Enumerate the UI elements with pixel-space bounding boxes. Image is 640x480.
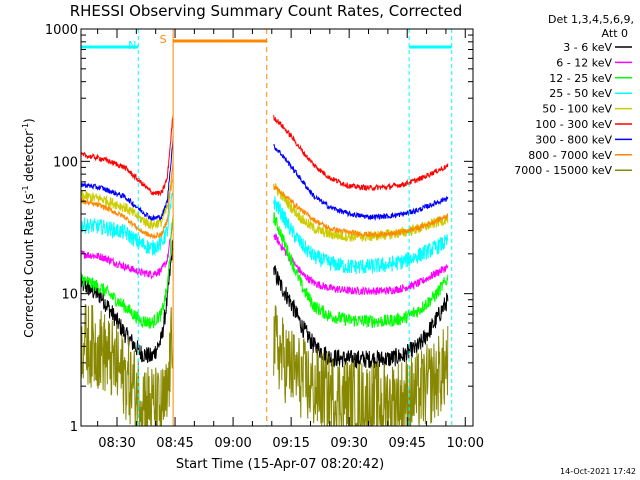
x-tick-label: 09:30 [330,436,367,451]
series-line-25-50-kev-after [273,196,449,275]
series-line-12-25-kev-before [80,216,174,329]
x-tick-label: 08:30 [98,436,135,451]
legend-entry-3-6-kev: 3 - 6 keV [563,41,632,54]
y-tick-label: 1000 [45,23,78,38]
chart-title: RHESSI Observing Summary Count Rates, Co… [70,2,463,20]
y-axis-label-exp2: -1 [21,123,30,131]
x-tick-label: 09:00 [214,436,251,451]
series-line-300-800-kev-after [273,144,449,222]
series-100-300-kev [80,115,449,197]
y-axis-label-end: ) [22,118,36,123]
series-3-6-kev [80,238,449,369]
y-tick-label: 1 [70,420,78,435]
series-line-6-12-kev-after [273,232,449,296]
series-line-50-100-kev-before [80,177,174,231]
series-25-50-kev [80,192,449,275]
series-6-12-kev [80,220,449,296]
series-line-100-300-kev-before [80,115,174,197]
annotation-s: S [160,29,268,426]
annotation-n: N [81,29,139,426]
legend-label: 12 - 25 keV [549,72,612,85]
x-axis-label: Start Time (15-Apr-07 08:20:42) [176,457,384,472]
series-line-3-6-kev-before [80,238,174,364]
series-line-800-7000-kev-before [80,161,174,241]
series-layer [80,115,449,427]
legend-header-1: Det 1,3,4,5,6,9, [548,13,634,26]
legend-entry-300-800-kev: 300 - 800 keV [535,133,632,146]
legend-entry-7000-15000-kev: 7000 - 15000 keV [514,164,632,177]
legend-label: 300 - 800 keV [535,133,612,146]
legend-entry-800-7000-kev: 800 - 7000 keV [528,149,632,162]
legend-label: 800 - 7000 keV [528,149,612,162]
legend-entry-50-100-kev: 50 - 100 keV [542,103,632,116]
y-tick-label: 100 [53,155,78,170]
plot-frame [80,28,474,427]
series-line-25-50-kev-before [80,192,174,257]
annotation-label-s: S [160,33,167,46]
x-axis: 08:30 08:45 09:00 09:15 09:30 09:45 10:00 [97,29,484,451]
series-line-3-6-kev-after [273,265,449,369]
y-axis-label-main: Corrected Count Rate (s [22,193,36,337]
series-12-25-kev [80,212,449,329]
series-800-7000-kev [80,161,449,241]
legend-entry-25-50-kev: 25 - 50 keV [549,87,632,100]
series-300-800-kev [80,136,449,222]
x-tick-label: 09:45 [388,436,425,451]
date-stamp: 14-Oct-2021 17:42 [560,467,636,476]
annotation-label-n: N [128,39,136,52]
y-axis-label-mid: detector [22,131,36,186]
legend-entry-12-25-kev: 12 - 25 keV [549,72,632,85]
y-axis: 1 10 100 1000 [45,23,473,435]
x-tick-label: 10:00 [447,436,484,451]
legend-entry-100-300-kev: 100 - 300 keV [535,118,632,131]
y-axis-label: Corrected Count Rate (s-1 detector-1) [21,118,36,337]
y-axis-label-exp1: -1 [21,185,30,193]
legend-label: 25 - 50 keV [549,87,612,100]
legend-label: 3 - 6 keV [563,41,612,54]
series-line-7000-15000-kev-before [80,304,174,427]
series-line-300-800-kev-before [80,136,174,222]
legend-label: 6 - 12 keV [556,56,612,69]
legend-header-2: Att 0 [602,27,628,40]
series-line-800-7000-kev-after [273,183,449,239]
x-tick-label: 09:15 [272,436,309,451]
legend-label: 100 - 300 keV [535,118,612,131]
legend-label: 50 - 100 keV [542,103,612,116]
series-line-12-25-kev-after [273,212,449,329]
annotation-interval-1 [408,29,453,426]
legend: Det 1,3,4,5,6,9, Att 0 3 - 6 keV 6 - 12 k… [514,13,634,177]
y-tick-label: 10 [61,288,78,303]
x-tick-label: 08:45 [156,436,193,451]
series-line-6-12-kev-before [80,220,174,280]
series-line-100-300-kev-after [273,115,449,192]
legend-label: 7000 - 15000 keV [514,164,612,177]
legend-entry-6-12-kev: 6 - 12 keV [556,56,632,69]
series-line-50-100-kev-after [273,182,449,242]
